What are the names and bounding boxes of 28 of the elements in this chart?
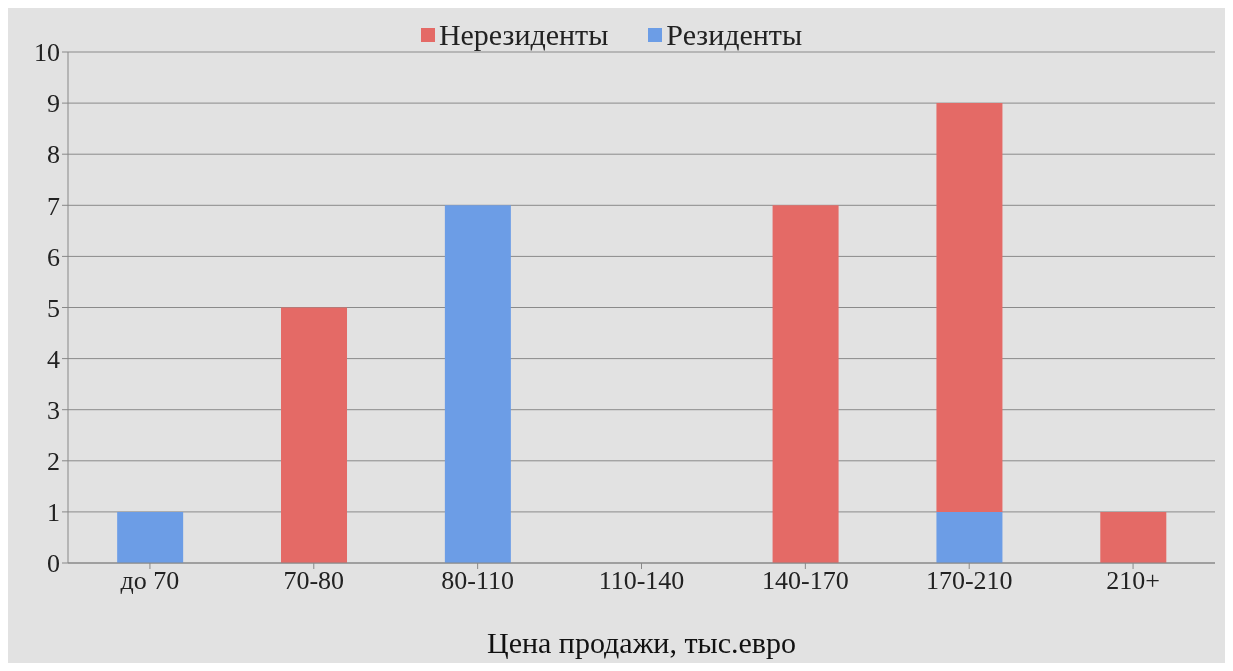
y-tick-label: 4 xyxy=(47,344,60,374)
y-tick-label: 7 xyxy=(47,191,60,221)
x-axis-title: Цена продажи, тыс.евро xyxy=(487,626,796,659)
x-tick-label: 210+ xyxy=(1106,566,1160,596)
bar xyxy=(772,205,839,563)
y-tick-label: 5 xyxy=(47,293,60,323)
bar xyxy=(444,205,511,563)
x-tick-label: до 70 xyxy=(120,566,180,596)
x-tick-label: 70-80 xyxy=(283,566,345,596)
y-tick-label: 2 xyxy=(47,447,60,477)
x-tick-label: 110-140 xyxy=(598,566,685,596)
bar xyxy=(1100,511,1167,563)
bar xyxy=(936,103,1003,512)
x-tick-label: 140-170 xyxy=(762,566,849,596)
y-tick-label: 9 xyxy=(47,89,60,119)
bar xyxy=(281,307,348,563)
bar xyxy=(117,511,184,563)
y-tick-label: 0 xyxy=(47,549,60,579)
y-tick-label: 10 xyxy=(34,38,60,68)
y-tick-label: 3 xyxy=(47,395,60,425)
x-tick-label: 80-110 xyxy=(441,566,514,596)
y-tick-label: 1 xyxy=(47,498,60,528)
legend-label: Резиденты xyxy=(665,18,803,52)
y-tick-label: 8 xyxy=(47,140,60,170)
bar xyxy=(936,511,1003,563)
legend-label: Нерезиденты xyxy=(437,18,609,52)
y-tick-label: 6 xyxy=(47,242,60,272)
x-tick-label: 170-210 xyxy=(925,566,1013,596)
